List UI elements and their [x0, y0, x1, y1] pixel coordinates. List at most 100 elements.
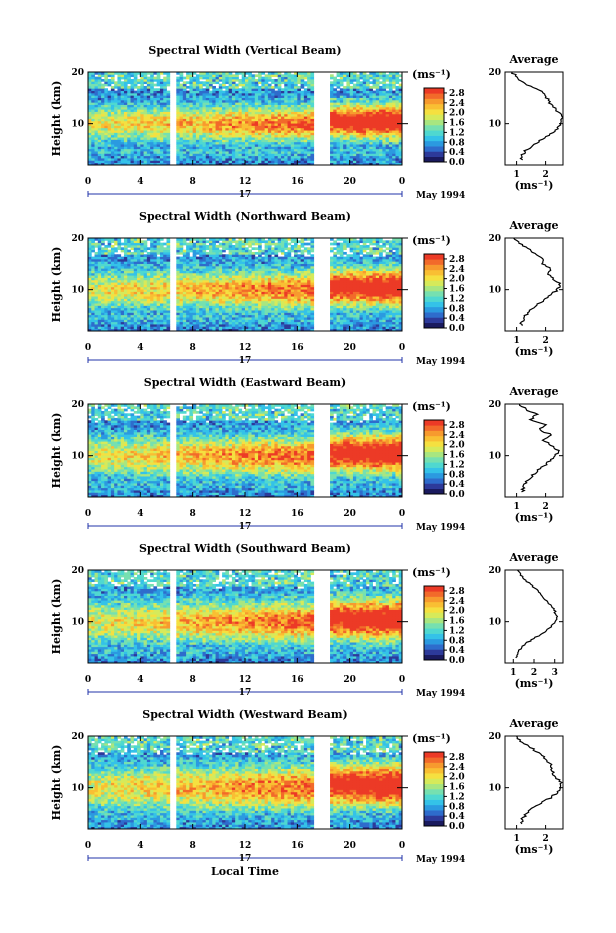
heatmap-cell	[134, 312, 138, 315]
heatmap-cell	[291, 139, 295, 142]
heatmap-cell	[140, 326, 144, 329]
heatmap-cell	[333, 123, 337, 126]
heatmap-cell	[189, 146, 193, 149]
heatmap-cell	[98, 95, 102, 98]
heatmap-cell	[206, 252, 210, 255]
heatmap-cell	[140, 315, 144, 318]
heatmap-cell	[389, 107, 393, 110]
heatmap-cell	[301, 112, 305, 115]
heatmap-cell	[127, 119, 131, 122]
heatmap-cell	[265, 139, 269, 142]
heatmap-cell	[124, 266, 128, 269]
heatmap-cell	[222, 135, 226, 138]
heatmap-cell	[255, 153, 259, 156]
heatmap-cell	[294, 135, 298, 138]
heatmap-cell	[140, 130, 144, 133]
heatmap-cell	[261, 100, 265, 103]
heatmap-cell	[310, 151, 314, 154]
heatmap-cell	[121, 77, 125, 80]
heatmap-cell	[104, 312, 108, 315]
heatmap-cell	[373, 95, 377, 98]
heatmap-cell	[134, 296, 138, 299]
heatmap-cell	[144, 107, 148, 110]
heatmap-cell	[108, 95, 112, 98]
heatmap-cell	[101, 250, 105, 253]
heatmap-cell	[196, 81, 200, 84]
heatmap-cell	[199, 273, 203, 276]
heatmap-cell	[225, 130, 229, 133]
heatmap-cell	[134, 268, 138, 271]
heatmap-cell	[88, 282, 92, 285]
heatmap-cell	[95, 139, 99, 142]
heatmap-cell	[98, 319, 102, 322]
heatmap-cell	[91, 273, 95, 276]
heatmap-cell	[114, 315, 118, 318]
heatmap-cell	[395, 100, 399, 103]
heatmap-cell	[121, 247, 125, 250]
heatmap-cell	[343, 128, 347, 131]
heatmap-cell	[153, 123, 157, 126]
heatmap-cell	[271, 91, 275, 94]
heatmap-cell	[389, 139, 393, 142]
heatmap-cell	[216, 312, 220, 315]
heatmap-cell	[219, 107, 223, 110]
heatmap-cell	[392, 81, 396, 84]
heatmap-cell	[288, 81, 292, 84]
y-tick-label: 20	[71, 68, 84, 78]
heatmap-cell	[127, 326, 131, 329]
heatmap-cell	[189, 128, 193, 131]
heatmap-cell	[157, 151, 161, 154]
heatmap-cell	[346, 77, 350, 80]
heatmap-cell	[206, 151, 210, 154]
heatmap-cell	[140, 291, 144, 294]
heatmap-cell	[235, 119, 239, 122]
heatmap-cell	[157, 107, 161, 110]
heatmap-cell	[248, 81, 252, 84]
heatmap-cell	[330, 119, 334, 122]
heatmap-cell	[199, 247, 203, 250]
heatmap-cell	[212, 100, 216, 103]
heatmap-cell	[281, 95, 285, 98]
heatmap-cell	[281, 81, 285, 84]
heatmap-cell	[127, 123, 131, 126]
heatmap-cell	[196, 319, 200, 322]
heatmap-cell	[330, 100, 334, 103]
heatmap-cell	[167, 268, 171, 271]
heatmap-cell	[271, 123, 275, 126]
heatmap-cell	[147, 153, 151, 156]
heatmap-cell	[193, 296, 197, 299]
heatmap-cell	[333, 100, 337, 103]
heatmap-cell	[117, 268, 121, 271]
heatmap-cell	[366, 81, 370, 84]
heatmap-cell	[134, 303, 138, 306]
heatmap-cell	[301, 107, 305, 110]
heatmap-cell	[294, 123, 298, 126]
heatmap-cell	[183, 77, 187, 80]
heatmap-cell	[209, 130, 213, 133]
heatmap-cell	[160, 243, 164, 246]
heatmap-cell	[124, 315, 128, 318]
heatmap-cell	[193, 315, 197, 318]
heatmap-cell	[350, 100, 354, 103]
colorbar-tick-label: 1.2	[449, 128, 465, 138]
heatmap-cell	[134, 91, 138, 94]
heatmap-cell	[206, 296, 210, 299]
heatmap-cell	[144, 250, 148, 253]
heatmap-cell	[114, 95, 118, 98]
heatmap-cell	[111, 112, 115, 115]
heatmap-cell	[186, 158, 190, 161]
heatmap-cell	[206, 105, 210, 108]
heatmap-cell	[157, 158, 161, 161]
heatmap-cell	[108, 315, 112, 318]
heatmap-cell	[88, 268, 92, 271]
heatmap-cell	[281, 146, 285, 149]
heatmap-cell	[91, 303, 95, 306]
heatmap-cell	[395, 112, 399, 115]
heatmap-cell	[359, 91, 363, 94]
heatmap-cell	[196, 146, 200, 149]
heatmap-cell	[284, 84, 288, 87]
heatmap-cell	[369, 100, 373, 103]
heatmap-cell	[245, 95, 249, 98]
heatmap-cell	[225, 100, 229, 103]
